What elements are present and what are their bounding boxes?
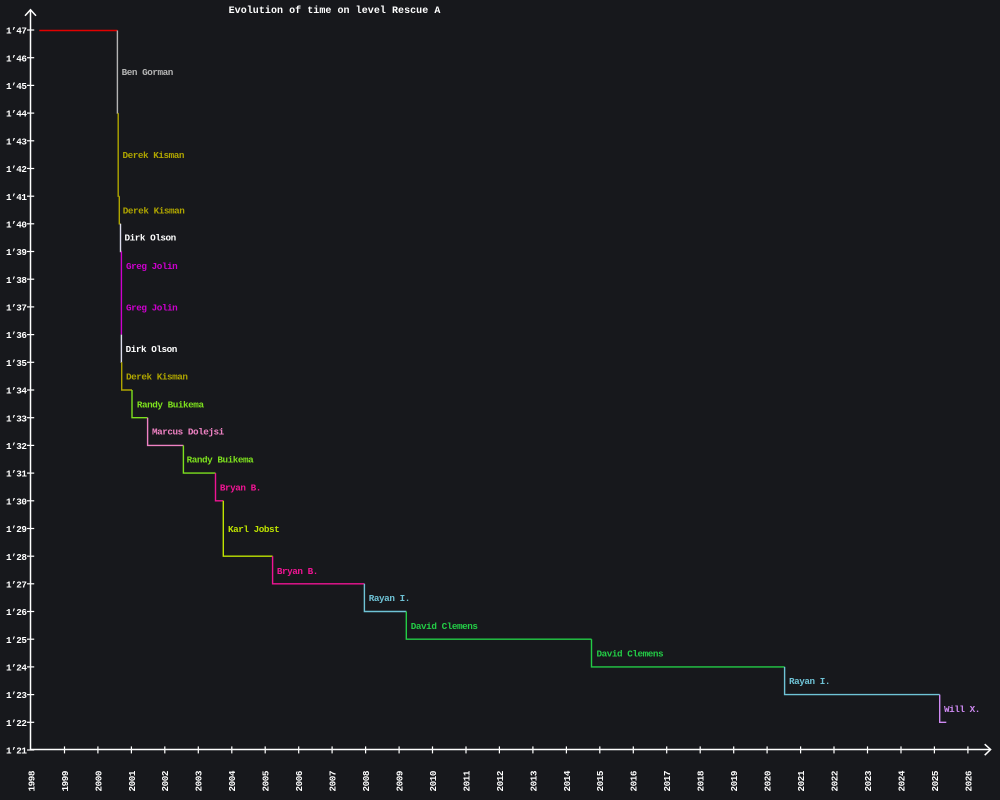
svg-text:2006: 2006: [294, 770, 305, 791]
svg-text:2008: 2008: [361, 770, 372, 791]
svg-text:Rayan I.: Rayan I.: [789, 676, 830, 687]
svg-text:Will X.: Will X.: [944, 704, 980, 715]
svg-text:Bryan B.: Bryan B.: [277, 566, 318, 577]
svg-text:1’31: 1’31: [6, 469, 27, 480]
svg-text:1’44: 1’44: [6, 109, 27, 120]
svg-text:1’42: 1’42: [6, 164, 27, 175]
svg-text:1’38: 1’38: [6, 275, 27, 286]
svg-text:Randy Buikema: Randy Buikema: [187, 455, 255, 466]
svg-text:1’21: 1’21: [6, 746, 27, 757]
svg-text:2016: 2016: [629, 770, 640, 791]
svg-text:2014: 2014: [562, 770, 573, 791]
svg-text:1’40: 1’40: [6, 219, 27, 230]
svg-text:David Clemens: David Clemens: [411, 621, 479, 632]
svg-text:2002: 2002: [160, 770, 171, 791]
svg-text:2026: 2026: [963, 770, 974, 791]
svg-text:1’41: 1’41: [6, 192, 27, 203]
svg-text:2020: 2020: [763, 770, 774, 791]
svg-text:1’28: 1’28: [6, 552, 27, 563]
svg-text:Derek Kisman: Derek Kisman: [126, 372, 188, 383]
svg-text:Derek Kisman: Derek Kisman: [123, 150, 185, 161]
svg-text:1’36: 1’36: [6, 330, 27, 341]
svg-text:Greg Jolin: Greg Jolin: [126, 302, 178, 313]
svg-text:1999: 1999: [60, 770, 71, 791]
svg-text:1’23: 1’23: [6, 690, 27, 701]
svg-text:Ben Gorman: Ben Gorman: [122, 67, 174, 78]
svg-text:1’45: 1’45: [6, 81, 27, 92]
svg-text:Evolution of time on level Res: Evolution of time on level Rescue A: [229, 5, 441, 17]
svg-text:2000: 2000: [93, 770, 104, 791]
svg-text:2021: 2021: [796, 770, 807, 791]
svg-text:Marcus Dolejsi: Marcus Dolejsi: [152, 427, 225, 438]
svg-text:Derek Kisman: Derek Kisman: [123, 205, 185, 216]
svg-text:1’47: 1’47: [6, 26, 27, 37]
svg-text:1’26: 1’26: [6, 607, 27, 618]
svg-text:2019: 2019: [729, 770, 740, 791]
svg-text:1’43: 1’43: [6, 136, 27, 147]
svg-text:2015: 2015: [595, 770, 606, 791]
svg-text:2004: 2004: [227, 770, 238, 791]
svg-text:David Clemens: David Clemens: [597, 649, 665, 660]
svg-text:Rayan I.: Rayan I.: [369, 593, 410, 604]
svg-text:1998: 1998: [26, 770, 37, 791]
svg-text:2001: 2001: [127, 770, 138, 791]
svg-text:2017: 2017: [662, 771, 673, 792]
svg-text:1’37: 1’37: [6, 303, 27, 314]
svg-text:2005: 2005: [261, 770, 272, 791]
svg-text:1’34: 1’34: [6, 386, 27, 397]
svg-text:2003: 2003: [194, 770, 205, 791]
svg-text:2025: 2025: [930, 770, 941, 791]
svg-text:1’32: 1’32: [6, 441, 27, 452]
svg-text:Bryan B.: Bryan B.: [220, 482, 261, 493]
svg-text:Karl Jobst: Karl Jobst: [228, 524, 279, 535]
svg-text:1’33: 1’33: [6, 413, 27, 424]
svg-text:1’30: 1’30: [6, 496, 27, 507]
svg-text:2010: 2010: [428, 770, 439, 791]
svg-text:1’35: 1’35: [6, 358, 27, 369]
svg-text:Dirk Olson: Dirk Olson: [125, 233, 177, 244]
svg-text:2013: 2013: [528, 770, 539, 791]
svg-text:2023: 2023: [863, 770, 874, 791]
svg-text:Randy Buikema: Randy Buikema: [137, 399, 205, 410]
svg-text:1’39: 1’39: [6, 247, 27, 258]
svg-text:1’25: 1’25: [6, 635, 27, 646]
svg-text:2009: 2009: [395, 770, 406, 791]
svg-text:2022: 2022: [829, 770, 840, 791]
svg-text:1’46: 1’46: [6, 53, 27, 64]
svg-text:2011: 2011: [461, 770, 472, 791]
svg-text:1’29: 1’29: [6, 524, 27, 535]
svg-text:1’22: 1’22: [6, 718, 27, 729]
svg-text:2012: 2012: [495, 770, 506, 791]
svg-text:2018: 2018: [696, 770, 707, 791]
svg-text:Greg Jolin: Greg Jolin: [126, 261, 178, 272]
svg-text:1’24: 1’24: [6, 663, 27, 674]
svg-text:Dirk Olson: Dirk Olson: [126, 344, 178, 355]
svg-text:2024: 2024: [896, 770, 907, 791]
svg-text:2007: 2007: [328, 771, 339, 792]
svg-text:1’27: 1’27: [6, 579, 27, 590]
